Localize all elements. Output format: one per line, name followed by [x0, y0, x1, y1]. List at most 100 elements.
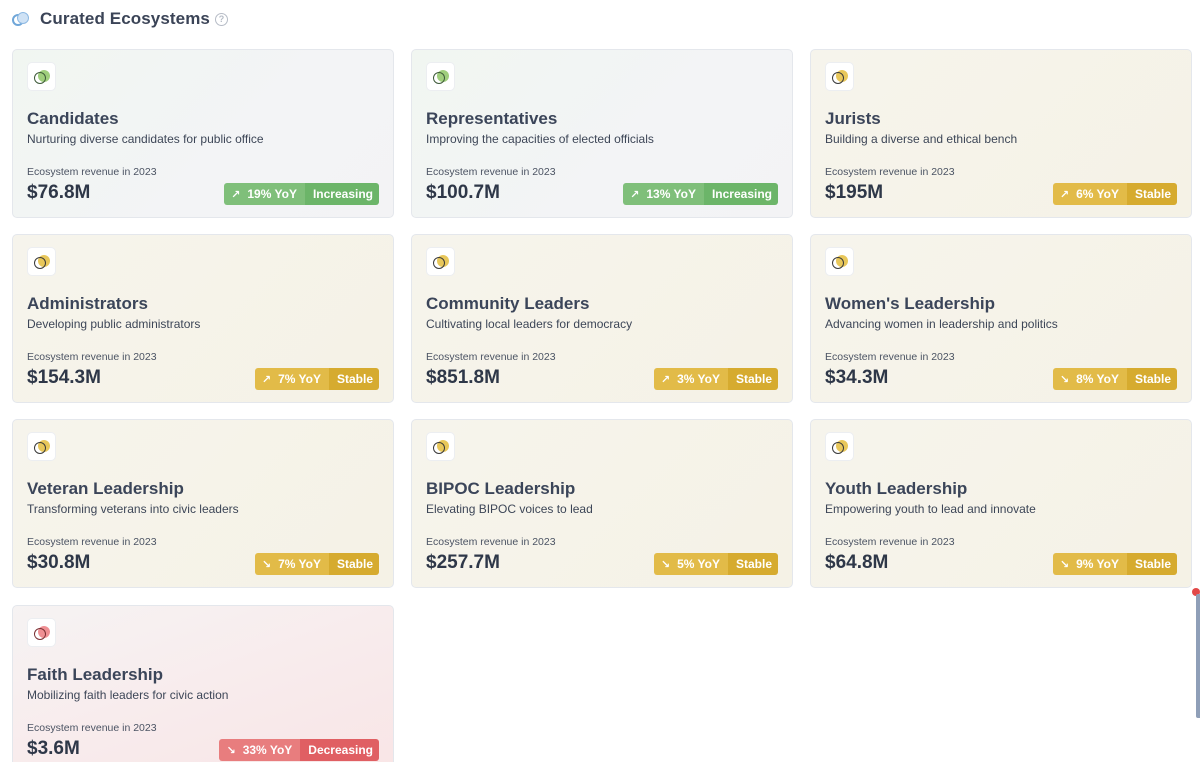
trend-status: Increasing — [304, 183, 379, 205]
ecosystem-icon — [426, 62, 455, 91]
ecosystem-icon — [426, 432, 455, 461]
side-tab-handle[interactable] — [1196, 594, 1200, 718]
yoy-value: 13% YoY — [646, 187, 696, 201]
yoy-value: 9% YoY — [1076, 557, 1119, 571]
card-title: Candidates — [27, 109, 119, 128]
yoy-value: 8% YoY — [1076, 372, 1119, 386]
trend-down-icon: ↘ — [660, 558, 671, 571]
trend-status: Stable — [727, 368, 778, 390]
ecosystem-icon — [825, 247, 854, 276]
ecosystem-card-bipoc-leadership[interactable]: BIPOC Leadership Elevating BIPOC voices … — [411, 419, 793, 588]
ecosystem-card-candidates[interactable]: Candidates Nurturing diverse candidates … — [12, 49, 394, 218]
card-description: Developing public administrators — [27, 317, 201, 331]
revenue-value: $64.8M — [825, 552, 889, 573]
trend-badge: ↗ 19% YoY Increasing — [224, 183, 379, 205]
card-title: Women's Leadership — [825, 294, 995, 313]
revenue-value: $3.6M — [27, 738, 80, 759]
card-description: Empowering youth to lead and innovate — [825, 502, 1036, 516]
trend-up-icon: ↗ — [231, 188, 241, 201]
yoy-value: 7% YoY — [278, 372, 321, 386]
trend-status: Stable — [727, 553, 778, 575]
revenue-label: Ecosystem revenue in 2023 — [426, 166, 556, 178]
yoy-value: 5% YoY — [677, 557, 720, 571]
card-title: Representatives — [426, 109, 558, 128]
revenue-label: Ecosystem revenue in 2023 — [27, 536, 157, 548]
card-title: Jurists — [825, 109, 881, 128]
trend-up-icon: ↗ — [630, 188, 640, 201]
card-title: Youth Leadership — [825, 479, 968, 498]
revenue-value: $30.8M — [27, 552, 91, 573]
trend-status: Stable — [1126, 553, 1177, 575]
trend-badge: ↘ 9% YoY Stable — [1052, 553, 1177, 575]
revenue-label: Ecosystem revenue in 2023 — [27, 166, 157, 178]
trend-badge: ↗ 7% YoY Stable — [254, 368, 379, 390]
help-icon[interactable]: ? — [214, 12, 228, 26]
trend-status: Decreasing — [300, 739, 379, 761]
trend-status: Stable — [328, 368, 379, 390]
section-title: Curated Ecosystems — [40, 9, 210, 28]
trend-badge: ↗ 3% YoY Stable — [653, 368, 778, 390]
revenue-value: $154.3M — [27, 367, 101, 388]
ecosystem-logo-icon — [11, 10, 29, 28]
trend-down-icon: ↘ — [1059, 373, 1070, 386]
revenue-value: $76.8M — [27, 182, 91, 203]
ecosystem-icon — [825, 62, 854, 91]
card-title: BIPOC Leadership — [426, 479, 576, 498]
trend-badge: ↘ 8% YoY Stable — [1052, 368, 1177, 390]
card-description: Advancing women in leadership and politi… — [825, 317, 1058, 331]
yoy-value: 19% YoY — [247, 187, 297, 201]
card-description: Mobilizing faith leaders for civic actio… — [27, 688, 229, 702]
ecosystem-icon — [27, 618, 56, 647]
revenue-value: $34.3M — [825, 367, 889, 388]
ecosystem-icon — [27, 432, 56, 461]
section-header: Curated Ecosystems ? — [11, 8, 228, 30]
card-description: Building a diverse and ethical bench — [825, 132, 1018, 146]
ecosystem-card-community-leaders[interactable]: Community Leaders Cultivating local lead… — [411, 234, 793, 403]
trend-badge: ↗ 6% YoY Stable — [1052, 183, 1177, 205]
trend-status: Increasing — [703, 183, 778, 205]
card-description: Improving the capacities of elected offi… — [426, 132, 654, 146]
trend-up-icon: ↗ — [1059, 188, 1070, 201]
revenue-value: $257.7M — [426, 552, 500, 573]
revenue-label: Ecosystem revenue in 2023 — [825, 536, 955, 548]
trend-badge: ↘ 33% YoY Decreasing — [219, 739, 379, 761]
ecosystem-card-faith-leadership[interactable]: Faith Leadership Mobilizing faith leader… — [12, 605, 394, 762]
revenue-label: Ecosystem revenue in 2023 — [27, 351, 157, 363]
yoy-value: 3% YoY — [677, 372, 720, 386]
revenue-label: Ecosystem revenue in 2023 — [825, 351, 955, 363]
card-description: Nurturing diverse candidates for public … — [27, 132, 264, 146]
ecosystem-card-representatives[interactable]: Representatives Improving the capacities… — [411, 49, 793, 218]
card-description: Elevating BIPOC voices to lead — [426, 502, 593, 516]
ecosystem-icon — [825, 432, 854, 461]
trend-down-icon: ↘ — [226, 744, 236, 757]
revenue-label: Ecosystem revenue in 2023 — [825, 166, 955, 178]
notification-dot-icon — [1192, 588, 1200, 596]
card-title: Faith Leadership — [27, 665, 164, 684]
revenue-value: $195M — [825, 182, 884, 203]
revenue-label: Ecosystem revenue in 2023 — [27, 722, 157, 734]
revenue-label: Ecosystem revenue in 2023 — [426, 351, 556, 363]
trend-up-icon: ↗ — [660, 373, 671, 386]
trend-up-icon: ↗ — [261, 373, 272, 386]
yoy-value: 6% YoY — [1076, 187, 1119, 201]
trend-status: Stable — [1126, 368, 1177, 390]
card-description: Cultivating local leaders for democracy — [426, 317, 633, 331]
revenue-value: $851.8M — [426, 367, 500, 388]
ecosystem-icon — [27, 62, 56, 91]
trend-badge: ↘ 7% YoY Stable — [254, 553, 379, 575]
trend-badge: ↗ 13% YoY Increasing — [623, 183, 778, 205]
trend-down-icon: ↘ — [1059, 558, 1070, 571]
ecosystem-card-youth-leadership[interactable]: Youth Leadership Empowering youth to lea… — [810, 419, 1192, 588]
trend-status: Stable — [328, 553, 379, 575]
card-title: Veteran Leadership — [27, 479, 184, 498]
revenue-label: Ecosystem revenue in 2023 — [426, 536, 556, 548]
yoy-value: 33% YoY — [242, 743, 293, 757]
ecosystem-card-jurists[interactable]: Jurists Building a diverse and ethical b… — [810, 49, 1192, 218]
yoy-value: 7% YoY — [278, 557, 321, 571]
ecosystem-card-womens-leadership[interactable]: Women's Leadership Advancing women in le… — [810, 234, 1192, 403]
side-feedback-tab[interactable] — [1192, 588, 1200, 718]
ecosystem-card-administrators[interactable]: Administrators Developing public adminis… — [12, 234, 394, 403]
ecosystem-card-veteran-leadership[interactable]: Veteran Leadership Transforming veterans… — [12, 419, 394, 588]
card-description: Transforming veterans into civic leaders — [27, 502, 239, 516]
card-title: Administrators — [27, 294, 148, 313]
